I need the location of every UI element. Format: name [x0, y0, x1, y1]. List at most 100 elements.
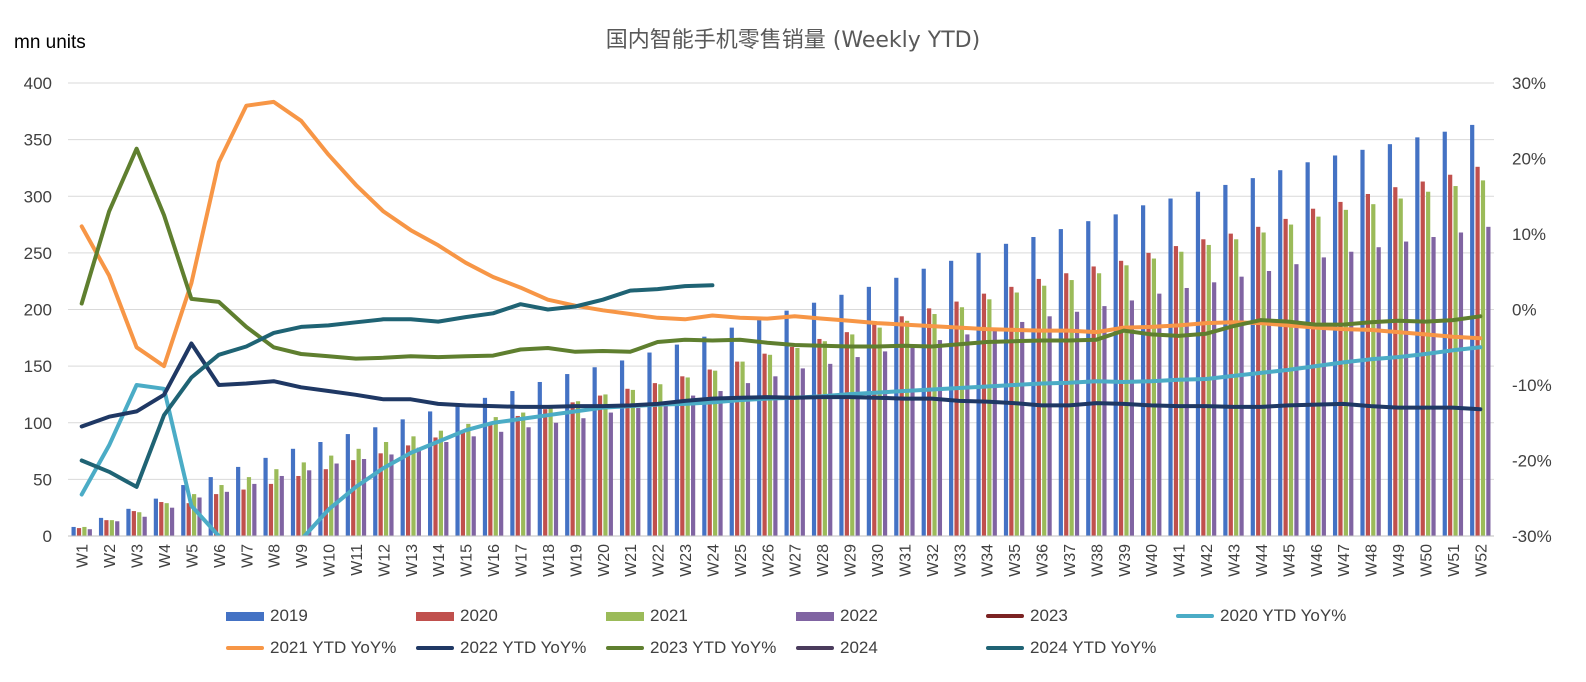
bar-2022	[1404, 241, 1409, 537]
bar-2021	[1069, 280, 1074, 536]
bar-2020	[1475, 166, 1480, 536]
bar-2019	[1195, 191, 1201, 536]
bar-2020	[1338, 201, 1343, 536]
x-axis-tick-label: W30	[870, 544, 887, 577]
x-axis-tick-label: W8	[267, 544, 284, 568]
x-axis-tick-label: W11	[349, 544, 366, 576]
bar-2020	[515, 415, 520, 536]
x-axis-tick-label: W33	[952, 544, 969, 577]
x-axis-tick-label: W18	[541, 544, 558, 577]
legend-swatch	[226, 611, 264, 621]
bar-2022	[910, 345, 915, 536]
bar-2022	[361, 458, 367, 536]
bar-2021	[822, 341, 827, 536]
x-axis-tick-label: W7	[239, 544, 256, 568]
legend-item: 2020 YTD YoY%	[1176, 606, 1346, 626]
bar-2022	[416, 447, 421, 536]
bar-2021	[795, 348, 800, 536]
bar-2019	[510, 391, 515, 536]
x-axis-tick-label: W29	[843, 544, 860, 577]
bar-2022	[389, 454, 394, 536]
bar-2022	[1458, 232, 1464, 537]
bar-2019	[1278, 170, 1283, 536]
legend-swatch	[796, 646, 834, 650]
bar-2020	[405, 445, 411, 536]
left-axis-tick-label: 300	[24, 187, 52, 206]
x-axis-tick-label: W28	[815, 544, 832, 577]
x-axis-tick-label: W41	[1172, 544, 1189, 577]
legend-label: 2021 YTD YoY%	[270, 638, 397, 657]
bar-2021	[356, 448, 361, 536]
bar-2020	[543, 409, 548, 536]
bar-2019	[811, 302, 817, 536]
x-axis-tick-label: W32	[925, 544, 942, 577]
left-axis-tick-label: 400	[24, 74, 52, 93]
legend-label: 2024	[840, 638, 878, 657]
bar-2021	[1426, 191, 1431, 536]
bar-2021	[987, 299, 992, 536]
bar-2022	[1376, 247, 1381, 536]
bar-2019	[1470, 124, 1475, 536]
bar-2021	[438, 430, 444, 536]
bar-2021	[521, 412, 526, 536]
x-axis-tick-label: W17	[513, 544, 530, 577]
bar-2020	[1283, 218, 1288, 536]
bar-2020	[1420, 181, 1425, 536]
line-2022-ytd-yoy	[79, 341, 1483, 429]
legend-label: 2019	[270, 606, 308, 625]
bar-2021	[603, 394, 608, 536]
bar-2020	[680, 376, 685, 536]
bar-2022	[773, 376, 778, 536]
x-axis-tick-label: W35	[1007, 544, 1024, 577]
legend-swatch	[986, 646, 1024, 650]
bar-2021	[329, 455, 334, 536]
right-axis-tick-label: 0%	[1512, 301, 1537, 320]
bar-2019	[1360, 149, 1365, 536]
bar-2020	[954, 301, 959, 536]
bar-2022	[471, 436, 476, 536]
bar-2019	[1305, 162, 1310, 536]
right-axis-tick-label: -20%	[1512, 452, 1552, 471]
bar-2019	[482, 397, 488, 536]
bar-2021	[959, 307, 965, 536]
bar-2022	[1184, 287, 1189, 536]
bar-2022	[1266, 270, 1272, 536]
bar-2020	[1036, 278, 1041, 536]
bar-2022	[499, 431, 504, 536]
bar-2022	[1157, 293, 1162, 536]
right-axis-tick-label: 30%	[1512, 74, 1546, 93]
bar-2019	[976, 252, 981, 536]
bar-2019	[1031, 237, 1036, 536]
bar-2019	[592, 367, 597, 536]
bar-2021	[192, 494, 197, 536]
bar-2020	[131, 511, 136, 536]
bar-2019	[1141, 205, 1146, 536]
line-2024-ytd-yoy	[79, 283, 715, 489]
legend-item: 2024 YTD YoY%	[986, 638, 1156, 658]
bar-2019	[619, 360, 625, 536]
x-axis-tick-label: W1	[75, 544, 92, 568]
bar-2022	[1129, 300, 1134, 536]
bar-2019	[537, 381, 542, 536]
bar-2022	[718, 391, 723, 536]
bar-2022	[1020, 321, 1025, 536]
bar-2019	[318, 442, 323, 536]
bar-2019	[153, 498, 158, 536]
bar-2019	[702, 336, 707, 536]
legend-swatch	[226, 646, 264, 650]
bar-2019	[647, 352, 652, 536]
bar-2019	[674, 344, 680, 536]
bar-2019	[839, 294, 844, 536]
bar-2021	[493, 417, 498, 536]
bar-2020	[488, 422, 493, 536]
bar-2020	[817, 338, 822, 536]
bar-2021	[575, 401, 581, 536]
bar-2020	[1091, 266, 1096, 536]
bar-2020	[323, 469, 328, 536]
x-axis-tick-label: W16	[486, 544, 503, 577]
bar-2022	[992, 328, 997, 536]
left-axis-tick-label: 350	[24, 131, 52, 150]
bar-2021	[137, 512, 142, 536]
bar-2020	[186, 503, 191, 536]
legend-label: 2022	[840, 606, 878, 625]
